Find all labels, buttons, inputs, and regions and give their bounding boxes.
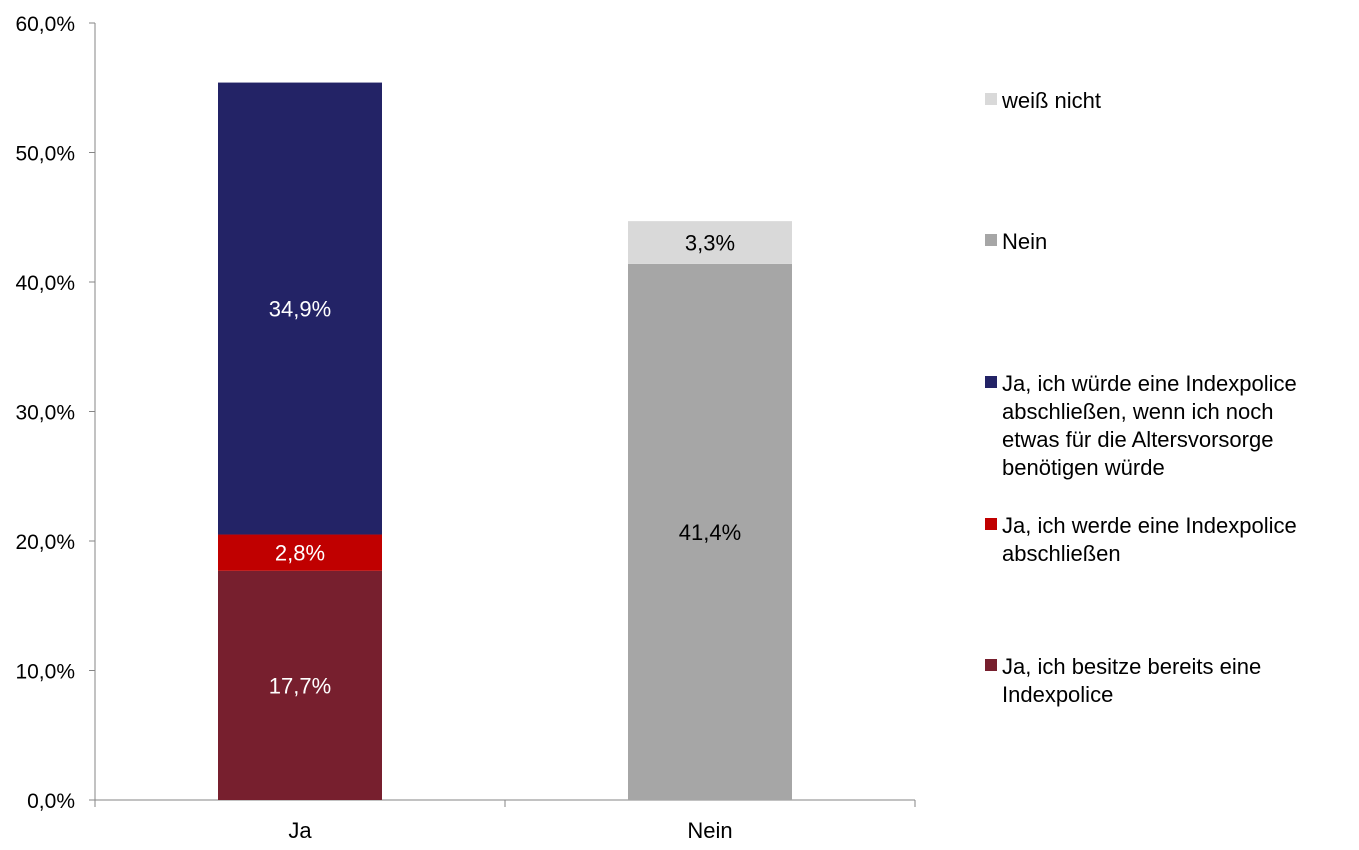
legend-label: abschließen, wenn ich noch (1002, 399, 1274, 424)
y-tick-label: 60,0% (15, 13, 75, 36)
y-tick-label: 20,0% (15, 531, 75, 554)
legend-label: abschließen (1002, 541, 1121, 566)
legend-label: etwas für die Altersvorsorge (1002, 427, 1273, 452)
data-label: 3,3% (685, 231, 735, 256)
data-label: 2,8% (275, 541, 325, 566)
legend-label: Ja, ich werde eine Indexpolice (1002, 513, 1297, 538)
y-tick-label: 40,0% (15, 272, 75, 295)
legend-label: Ja, ich besitze bereits eine (1002, 654, 1261, 679)
legend-item: weiß nicht (985, 88, 1101, 113)
legend-label: benötigen würde (1002, 455, 1165, 480)
x-category-label: Nein (687, 818, 732, 843)
legend-item: Ja, ich würde eine Indexpolice abschließe… (985, 371, 1297, 480)
data-label: 17,7% (269, 673, 331, 698)
legend-swatch (985, 659, 997, 671)
legend-label: Indexpolice (1002, 682, 1113, 707)
bar-segment (218, 570, 382, 800)
data-label: 34,9% (269, 297, 331, 322)
bar-segment (218, 534, 382, 571)
x-category-label: Ja (288, 818, 312, 843)
bar-labels: 17,7% 2,8% 34,9% 41,4% 3,3% (269, 231, 741, 699)
legend-item: Nein (985, 229, 1047, 254)
y-tick-label: 30,0% (15, 402, 75, 425)
y-tick-label: 10,0% (15, 661, 75, 684)
y-tick-label: 0,0% (27, 790, 75, 813)
x-axis: Ja Nein (94, 799, 916, 843)
y-tick-label: 50,0% (15, 143, 75, 166)
bar-segment (218, 82, 382, 535)
y-axis: 0,0% 10,0% 20,0% 30,0% 40,0% 50,0% 60,0% (15, 13, 96, 813)
bars (218, 82, 792, 800)
legend-label: Ja, ich würde eine Indexpolice (1002, 371, 1297, 396)
legend: weiß nicht Nein Ja, ich würde eine Indexpo… (985, 88, 1297, 707)
bar-segment (628, 221, 792, 264)
legend-swatch (985, 93, 997, 105)
bar-segment (628, 263, 792, 800)
legend-item: Ja, ich besitze bereits eine Indexpolice (985, 654, 1261, 707)
legend-label: weiß nicht (1001, 88, 1101, 113)
data-label: 41,4% (679, 520, 741, 545)
legend-item: Ja, ich werde eine Indexpolice abschließe… (985, 513, 1297, 566)
legend-swatch (985, 376, 997, 388)
legend-swatch (985, 234, 997, 246)
legend-swatch (985, 518, 997, 530)
legend-label: Nein (1002, 229, 1047, 254)
